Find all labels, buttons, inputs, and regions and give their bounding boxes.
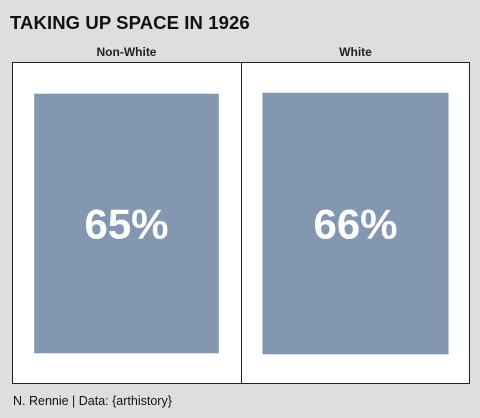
facet-label: Non-White bbox=[97, 45, 157, 59]
bar bbox=[262, 92, 449, 355]
bar bbox=[34, 93, 219, 354]
data-label: 66% bbox=[313, 201, 397, 248]
chart-title: TAKING UP SPACE IN 1926 bbox=[10, 12, 250, 33]
data-label: 65% bbox=[84, 201, 168, 248]
chart-caption: N. Rennie | Data: {arthistory} bbox=[13, 394, 172, 408]
facet-label: White bbox=[339, 45, 372, 59]
